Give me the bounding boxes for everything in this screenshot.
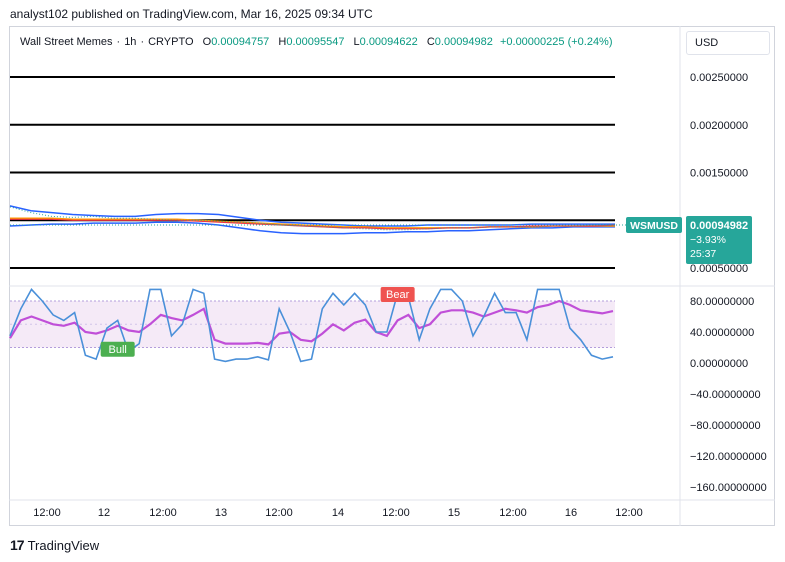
time-tick-label: 12:00	[265, 507, 293, 519]
time-axis: 12:00 12 12:00 13 12:00 14 12:00 15 12:00 16 12:00	[33, 507, 643, 519]
bb-lower-line	[9, 221, 615, 235]
oscillator-tick-label: −40.00000000	[690, 389, 761, 401]
oscillator-tick-label: −160.00000000	[690, 482, 767, 494]
pane-separators	[9, 26, 775, 526]
oscillator-plot	[9, 288, 615, 363]
time-tick-label: 12:00	[382, 507, 410, 519]
bull-signal: Bull	[100, 341, 135, 357]
oscillator-tick-label: 0.00000000	[690, 358, 748, 370]
price-tag-box	[686, 216, 752, 265]
price-tag-change: −3.93%	[690, 234, 726, 246]
legend-high-label: H	[278, 36, 287, 48]
time-tick-label: 12:00	[499, 507, 527, 519]
currency-button[interactable]: USD	[686, 31, 770, 55]
price-tag-countdown: 25:37	[690, 248, 716, 260]
price-plot	[9, 205, 680, 235]
bear-signal: Bear	[380, 287, 415, 302]
horizontal-levels	[10, 76, 615, 269]
legend-interval: 1h	[124, 36, 137, 48]
legend-open: 0.00094757	[211, 36, 270, 48]
price-tag: WSMUSD 0.00094982 −3.93% 25:37	[626, 216, 752, 265]
oscillator-tick-label: −80.00000000	[690, 420, 761, 432]
time-tick-label: 14	[332, 507, 344, 519]
bear-label: Bear	[386, 289, 410, 301]
price-tick-label: 0.00250000	[690, 72, 748, 84]
bull-label: Bull	[109, 344, 127, 356]
publish-line: analyst102 published on TradingView.com,…	[10, 7, 373, 21]
footer-brand: 17 TradingView	[10, 537, 99, 553]
oscillator-tick-label: −120.00000000	[690, 451, 767, 463]
bear-badge	[380, 287, 415, 302]
price-tick-label: 0.00050000	[690, 263, 748, 275]
symbol-legend[interactable]: Wall Street Memes · 1h · CRYPTO O0.00094757 …	[20, 36, 613, 48]
price-series-line	[9, 206, 615, 231]
oscillator-tick-label: 80.00000000	[690, 296, 754, 308]
price-tick-label: 0.00150000	[690, 168, 748, 180]
legend-close: 0.00094982	[434, 36, 493, 48]
time-tick-label: 13	[215, 507, 227, 519]
legend-open-label: O	[202, 36, 212, 48]
oscillator-tick-label: 40.00000000	[690, 327, 754, 339]
price-tag-price: 0.00094982	[690, 220, 748, 232]
tradingview-logo-icon: 17	[10, 537, 25, 553]
legend-low: 0.00094622	[359, 36, 418, 48]
stoch-k-line	[9, 288, 614, 363]
time-tick-label: 16	[565, 507, 577, 519]
legend-close-label: C	[426, 36, 435, 48]
time-tick-label: 12:00	[149, 507, 177, 519]
oscillator-axis: 80.00000000 40.00000000 0.00000000 −40.0000…	[690, 296, 767, 494]
time-tick-label: 12	[98, 507, 110, 519]
time-tick-label: 15	[448, 507, 460, 519]
price-tick-label: 0.00200000	[690, 120, 748, 132]
legend-change: +0.00000225 (+0.24%)	[499, 36, 613, 48]
bull-badge	[100, 341, 135, 357]
footer-brand-name: TradingView	[27, 537, 100, 553]
legend-low-label: L	[353, 36, 360, 48]
legend-exchange: CRYPTO	[148, 36, 194, 48]
time-tick-label: 12:00	[615, 507, 643, 519]
stoch-d-line	[9, 299, 614, 346]
price-tag-symbol: WSMUSD	[630, 220, 678, 232]
legend-high: 0.00095547	[286, 36, 345, 48]
time-tick-label: 12:00	[33, 507, 61, 519]
signal-markers: Bull Bear	[100, 287, 415, 357]
chart-frame[interactable]	[9, 26, 775, 526]
legend-symbol: Wall Street Memes	[20, 36, 113, 48]
price-tag-symbol-bg	[626, 217, 682, 234]
